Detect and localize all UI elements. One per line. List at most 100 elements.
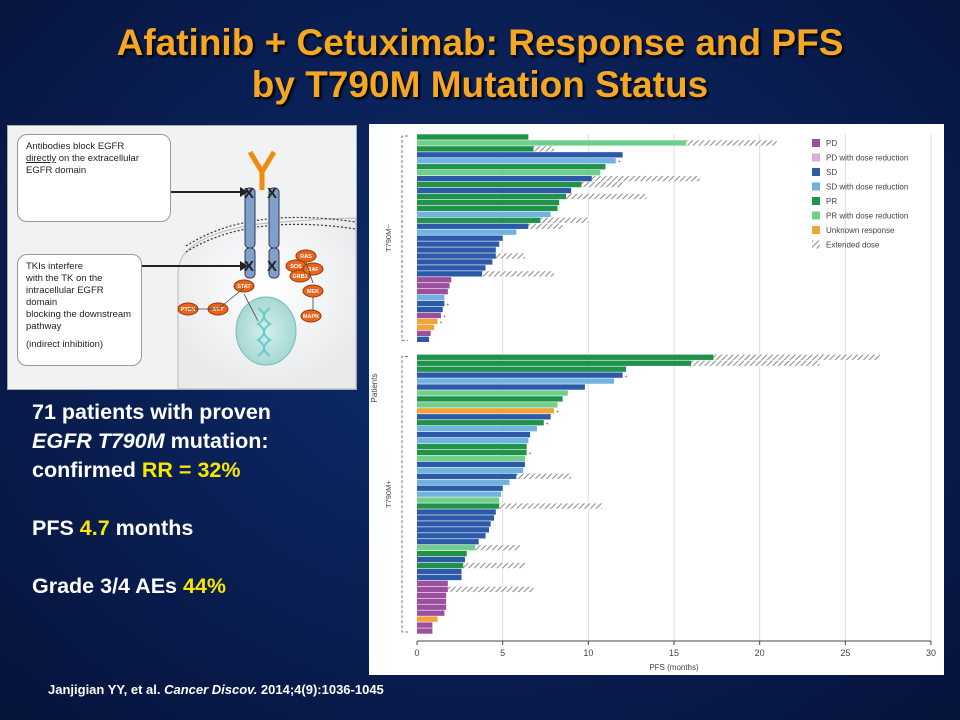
patient-bar: [417, 550, 467, 557]
legend-label: SD with dose reduction: [826, 183, 908, 192]
patient-bar: [417, 402, 558, 408]
patient-bar: [417, 628, 433, 634]
patient-bar: [417, 574, 462, 581]
cell-membrane: [185, 216, 356, 247]
ongoing-marker: +: [618, 159, 621, 165]
patient-bar: [417, 170, 601, 176]
signal-node-label: STAT: [237, 284, 251, 290]
rr-line: confirmed RR = 32%: [32, 458, 241, 482]
legend-item: Extended dose: [812, 240, 880, 250]
patient-bar: [417, 610, 445, 616]
x-tick-label: 25: [840, 648, 850, 658]
patient-bar: [417, 312, 441, 319]
chart-legend: PD PD with dose reduction SD SD with dose r…: [812, 139, 908, 250]
group-bracket: [401, 355, 408, 633]
ongoing-marker: +: [443, 314, 446, 320]
extended-dose-bar: [713, 354, 880, 360]
patient-bar: [417, 539, 479, 545]
patient-bar: [417, 187, 572, 194]
patient-bar: [417, 289, 448, 295]
x-tick-label: 5: [500, 648, 505, 658]
patient-bar: [417, 515, 495, 521]
slide-title: Afatinib + Cetuximab: Response and PFS b…: [0, 22, 960, 106]
patient-bar: [417, 479, 510, 485]
group-positive: + + + + T790M+: [384, 354, 880, 634]
patient-bar: [417, 324, 435, 331]
pfs-line: PFS 4.7 months: [32, 516, 194, 540]
svg-text:X: X: [267, 258, 277, 275]
extended-dose-bar: [581, 181, 623, 188]
patient-bar: [417, 158, 616, 164]
mutation-line: EGFR T790M mutation:: [32, 429, 269, 453]
ongoing-marker: +: [529, 451, 532, 457]
legend-item: PR: [812, 197, 837, 206]
svg-text:X: X: [244, 258, 254, 275]
signal-node-mapk: MAPK: [300, 309, 322, 323]
group-bracket: [401, 135, 408, 341]
patient-bar: [417, 390, 568, 396]
patient-bar: [417, 616, 438, 622]
legend-swatch: [812, 182, 820, 191]
pfs-waterfall-chart: 0 5 10 15 20 25 30 PFS (months) Patients + + + + T790…: [369, 124, 944, 675]
signal-node-label: RAS: [300, 254, 312, 260]
extended-dose-bar: [685, 140, 777, 146]
legend-item: SD with dose reduction: [812, 182, 908, 192]
signal-node-label: MAPK: [303, 314, 319, 320]
tki-callout-line: intracellular EGFR domain: [26, 285, 104, 308]
patient-bar: [417, 253, 496, 259]
patient-bar: [417, 152, 623, 158]
patient-bar: [417, 562, 464, 569]
citation: Janjigian YY, et al. Cancer Discov. 2014…: [48, 682, 384, 697]
legend-swatch: [812, 168, 820, 176]
patient-bar: [417, 283, 450, 289]
tki-callout-line: pathway: [26, 321, 62, 332]
legend-label: PR: [826, 197, 837, 206]
patient-bar: [417, 223, 529, 229]
legend-swatch: [812, 153, 820, 162]
legend-item: SD: [812, 168, 837, 177]
group-negative: ++++T790M−: [384, 134, 777, 342]
ae-value: 44%: [182, 574, 227, 598]
patient-bar: [417, 300, 445, 307]
patient-bar: [417, 354, 714, 360]
patient-bar: [417, 306, 443, 313]
patient-bar: [417, 265, 486, 271]
extended-dose-bar: [533, 146, 555, 152]
ongoing-marker: +: [625, 374, 628, 380]
legend-label: Extended dose: [826, 241, 880, 250]
patient-bar: [417, 372, 623, 378]
patient-bar: [417, 294, 445, 301]
signal-node-label: SOS: [290, 264, 302, 270]
patient-bar: [417, 193, 567, 200]
legend-label: PR with dose reduction: [826, 212, 908, 221]
extended-dose-bar: [566, 193, 647, 200]
x-tick-label: 0: [414, 648, 419, 658]
legend-label: PD: [826, 139, 837, 148]
nucleus: [235, 296, 297, 366]
patient-bar: [417, 568, 462, 575]
pfs-value: 4.7: [79, 516, 110, 540]
extended-dose-bar: [482, 271, 555, 277]
legend-item: PD with dose reduction: [812, 153, 908, 163]
signal-node-label: PTEN: [181, 307, 196, 313]
patient-bar: [417, 592, 447, 598]
patient-bar: [417, 146, 534, 152]
patient-bar: [417, 199, 560, 206]
title-line-2: by T790M Mutation Status: [251, 64, 709, 105]
y-axis-label: Patients: [370, 374, 379, 403]
patient-bar: [417, 205, 558, 212]
patient-bar: [417, 485, 503, 491]
patients-line: 71 patients with proven: [32, 400, 271, 424]
extended-dose-bar: [475, 545, 520, 551]
ongoing-marker: +: [546, 421, 549, 427]
legend-swatch: [812, 197, 820, 205]
patient-bar: [417, 491, 501, 497]
extended-dose-bar: [528, 223, 563, 229]
extended-dose-bar: [495, 253, 525, 259]
patient-bar: [417, 366, 627, 372]
extended-dose-bar: [447, 586, 534, 593]
legend-item: Unknown response: [812, 226, 895, 235]
patient-bar: [417, 360, 692, 366]
